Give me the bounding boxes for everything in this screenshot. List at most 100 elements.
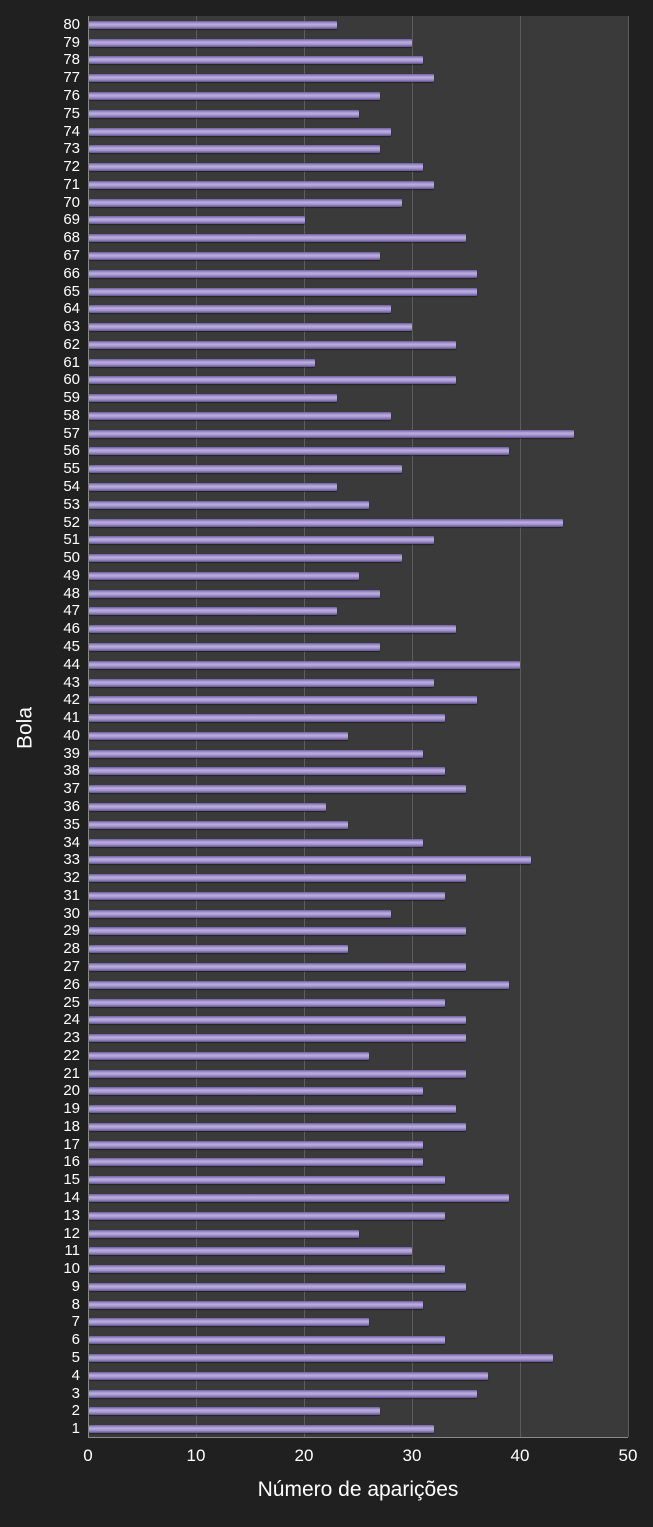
- y-tick-label: 70: [63, 193, 80, 211]
- y-tick-label: 34: [63, 833, 80, 851]
- bar-row: [89, 1367, 628, 1385]
- bar-row: [89, 336, 628, 354]
- bar-row: [89, 389, 628, 407]
- bar-row: [89, 940, 628, 958]
- bar-row: [89, 34, 628, 52]
- bar-row: [89, 123, 628, 141]
- y-tick-label: 60: [63, 371, 80, 389]
- bar: [89, 980, 510, 989]
- bar: [89, 483, 337, 492]
- bar: [89, 927, 467, 936]
- bar: [89, 251, 381, 260]
- y-tick-label: 24: [63, 1011, 80, 1029]
- bar-row: [89, 1402, 628, 1420]
- y-tick-label: 10: [63, 1260, 80, 1278]
- y-tick-label: 8: [71, 1295, 80, 1313]
- y-tick-label: 38: [63, 762, 80, 780]
- bar: [89, 127, 391, 136]
- bar-row: [89, 265, 628, 283]
- bar-row: [89, 798, 628, 816]
- bar-row: [89, 1047, 628, 1065]
- bar-row: [89, 976, 628, 994]
- bar-row: [89, 318, 628, 336]
- bar: [89, 731, 348, 740]
- bar-row: [89, 69, 628, 87]
- bar: [89, 643, 381, 651]
- bar-row: [89, 656, 628, 674]
- bar: [89, 234, 467, 243]
- y-tick-label: 1: [71, 1420, 80, 1438]
- bar-row: [89, 496, 628, 514]
- bar-row: [89, 727, 628, 745]
- x-tick-label: 20: [294, 1446, 314, 1465]
- bar-row: [89, 603, 628, 621]
- y-tick-label: 7: [71, 1313, 80, 1331]
- y-tick-label: 29: [63, 922, 80, 940]
- y-tick-label: 43: [63, 673, 80, 691]
- bar-row: [89, 354, 628, 372]
- bar: [89, 1211, 445, 1220]
- bar-row: [89, 1385, 628, 1403]
- bar: [89, 1371, 488, 1380]
- y-tick-label: 3: [71, 1384, 80, 1402]
- y-tick-label: 19: [63, 1100, 80, 1118]
- bar-row: [89, 620, 628, 638]
- bar: [89, 1336, 445, 1345]
- y-tick-label: 71: [63, 175, 80, 193]
- gridline: [520, 16, 521, 1437]
- y-tick-label: 54: [63, 478, 80, 496]
- bar: [89, 838, 424, 847]
- bar-row: [89, 780, 628, 798]
- bar: [89, 1176, 445, 1185]
- y-tick-label: 61: [63, 353, 80, 371]
- bar-row: [89, 105, 628, 123]
- bar-row: [89, 531, 628, 549]
- bar: [89, 1300, 424, 1309]
- bar: [89, 678, 434, 687]
- bar: [89, 20, 337, 29]
- bar-row: [89, 1331, 628, 1349]
- bar: [89, 269, 478, 278]
- y-tick-label: 45: [63, 638, 80, 655]
- y-tick-label: 55: [63, 460, 80, 478]
- gridline: [196, 16, 197, 1437]
- bar: [89, 340, 456, 349]
- y-tick-label: 57: [63, 424, 80, 442]
- x-tick-label: 50: [618, 1446, 638, 1465]
- gridline: [304, 16, 305, 1437]
- bar: [89, 696, 478, 705]
- bar-row: [89, 52, 628, 70]
- x-tick-label: 10: [186, 1446, 206, 1465]
- bar-row: [89, 1136, 628, 1154]
- bar-row: [89, 16, 628, 34]
- y-tick-label: 47: [63, 602, 80, 620]
- bar: [89, 1051, 370, 1060]
- bar-row: [89, 1207, 628, 1225]
- bar: [89, 518, 564, 527]
- bar-row: [89, 763, 628, 781]
- y-tick-label: 18: [63, 1117, 80, 1135]
- y-tick-label: 27: [63, 957, 80, 975]
- bar: [89, 749, 424, 758]
- bar: [89, 874, 467, 883]
- bar-row: [89, 923, 628, 941]
- bar-row: [89, 1242, 628, 1260]
- y-tick-label: 4: [71, 1366, 80, 1384]
- bar: [89, 1034, 467, 1043]
- bar: [89, 198, 402, 207]
- bar: [89, 1425, 434, 1434]
- bar: [89, 287, 478, 296]
- bar-row: [89, 958, 628, 976]
- y-tick-label: 20: [63, 1082, 80, 1100]
- bar-row: [89, 567, 628, 585]
- bar: [89, 554, 402, 563]
- bar: [89, 820, 348, 829]
- y-tick-label: 80: [63, 15, 80, 33]
- bar-row: [89, 1118, 628, 1136]
- y-tick-label: 33: [63, 851, 80, 869]
- bar: [89, 891, 445, 900]
- bar: [89, 500, 370, 509]
- bar-row: [89, 1083, 628, 1101]
- bar-row: [89, 1065, 628, 1083]
